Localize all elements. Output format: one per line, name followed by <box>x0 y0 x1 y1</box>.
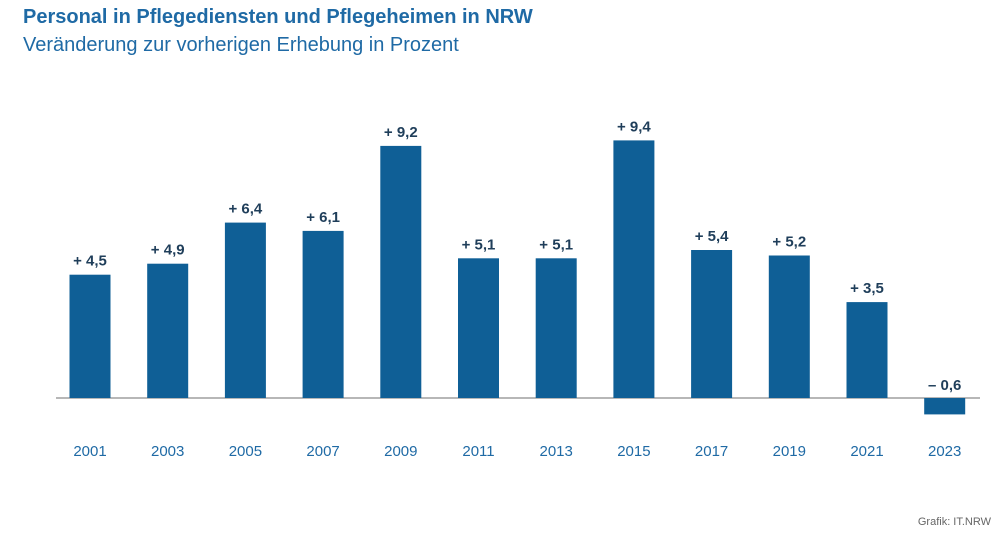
x-tick-label-2019: 2019 <box>773 443 806 460</box>
x-tick-label-2013: 2013 <box>540 443 573 460</box>
x-tick-label-2003: 2003 <box>151 443 184 460</box>
value-label-2003: + 4,9 <box>151 242 185 259</box>
x-tick-label-2017: 2017 <box>695 443 728 460</box>
bar-2015 <box>613 140 655 398</box>
x-tick-label-2015: 2015 <box>617 443 650 460</box>
chart-title: Personal in Pflegediensten und Pflegehei… <box>23 6 533 28</box>
bar-2011 <box>458 258 499 398</box>
chart-subtitle: Veränderung zur vorherigen Erhebung in P… <box>23 34 459 56</box>
x-tick-label-2001: 2001 <box>73 443 106 460</box>
value-label-2005: + 6,4 <box>229 201 263 218</box>
bar-2013 <box>535 258 577 398</box>
x-tick-label-2009: 2009 <box>384 443 417 460</box>
bar-2001 <box>69 274 111 398</box>
bar-2005 <box>224 222 266 398</box>
value-label-2013: + 5,1 <box>539 236 573 253</box>
bar-2019 <box>768 255 810 398</box>
x-tick-label-2005: 2005 <box>229 443 262 460</box>
value-label-2015: + 9,4 <box>617 118 651 135</box>
bar-2021 <box>846 302 888 398</box>
value-label-2017: + 5,4 <box>695 228 729 245</box>
bar-2023 <box>924 398 966 415</box>
x-tick-label-2011: 2011 <box>462 443 494 460</box>
value-label-2021: + 3,5 <box>850 280 884 297</box>
value-label-2011: + 5,1 <box>462 236 496 253</box>
value-label-2001: + 4,5 <box>73 253 107 270</box>
bar-2003 <box>147 263 189 398</box>
bar-2009 <box>380 145 422 398</box>
x-tick-label-2007: 2007 <box>306 443 339 460</box>
source-credit: Grafik: IT.NRW <box>917 516 991 528</box>
value-label-2007: + 6,1 <box>306 209 340 226</box>
x-tick-label-2021: 2021 <box>850 443 883 460</box>
value-label-2023: – 0,6 <box>928 377 961 394</box>
x-tick-label-2023: 2023 <box>928 443 961 460</box>
bar-2007 <box>302 230 344 398</box>
bar-2017 <box>691 250 733 398</box>
value-label-2019: + 5,2 <box>772 234 806 251</box>
value-label-2009: + 9,2 <box>384 124 418 141</box>
